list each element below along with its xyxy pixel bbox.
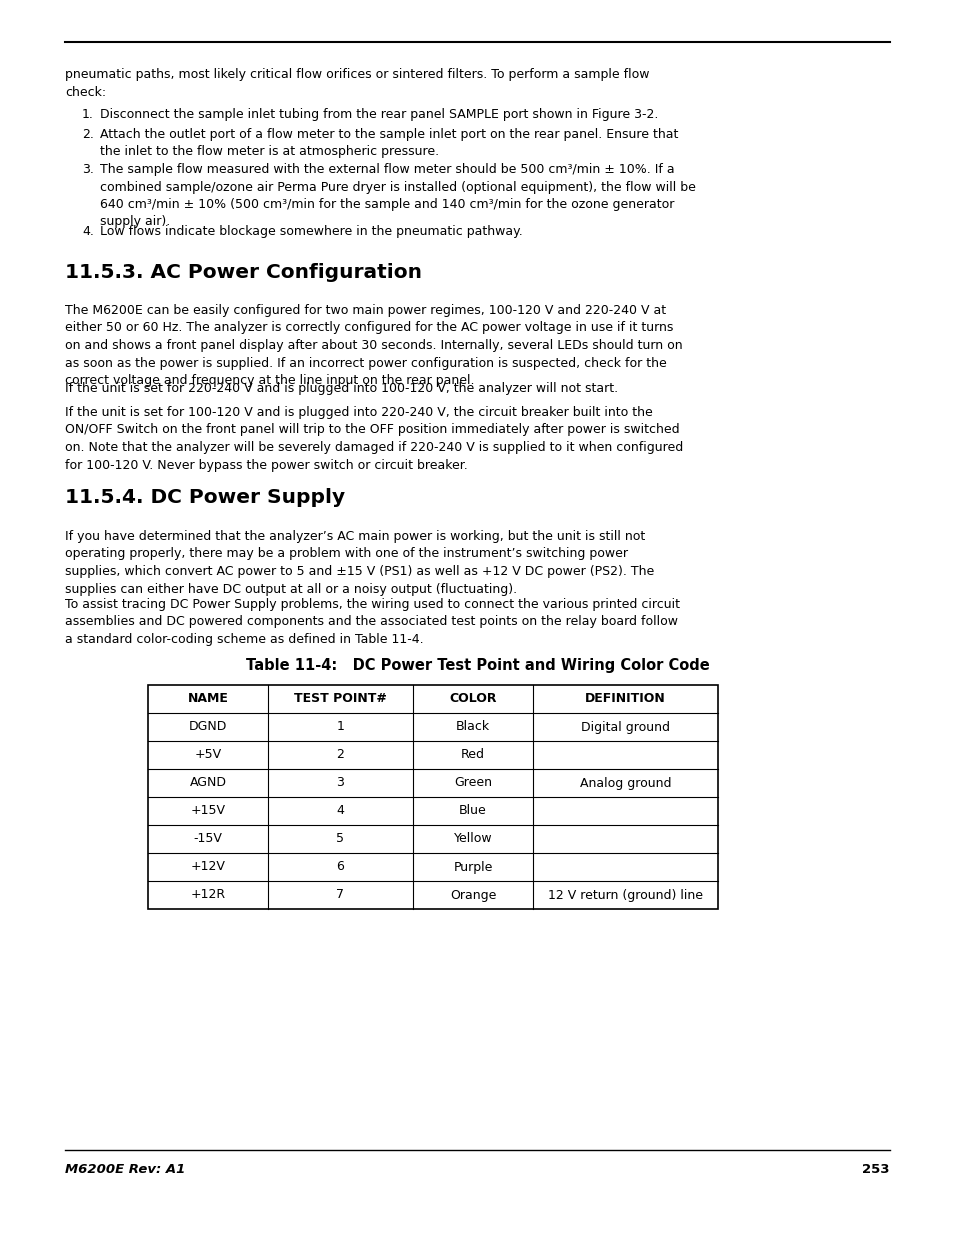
Text: TEST POINT#: TEST POINT# xyxy=(294,693,387,705)
Text: 11.5.4. DC Power Supply: 11.5.4. DC Power Supply xyxy=(65,488,345,508)
Text: The sample flow measured with the external flow meter should be 500 cm³/min ± 10: The sample flow measured with the extern… xyxy=(100,163,695,228)
Text: 4: 4 xyxy=(336,804,344,818)
Text: If you have determined that the analyzer’s AC main power is working, but the uni: If you have determined that the analyzer… xyxy=(65,530,654,595)
Text: 253: 253 xyxy=(862,1163,889,1176)
Text: 11.5.3. AC Power Configuration: 11.5.3. AC Power Configuration xyxy=(65,263,421,282)
Text: Purple: Purple xyxy=(453,861,492,873)
Text: M6200E Rev: A1: M6200E Rev: A1 xyxy=(65,1163,185,1176)
Text: 4.: 4. xyxy=(82,225,93,238)
Text: 1.: 1. xyxy=(82,107,93,121)
Text: Analog ground: Analog ground xyxy=(579,777,671,789)
Text: Low flows indicate blockage somewhere in the pneumatic pathway.: Low flows indicate blockage somewhere in… xyxy=(100,225,522,238)
Text: If the unit is set for 100-120 V and is plugged into 220-240 V, the circuit brea: If the unit is set for 100-120 V and is … xyxy=(65,406,682,472)
Text: 12 V return (ground) line: 12 V return (ground) line xyxy=(547,888,702,902)
Text: 5: 5 xyxy=(336,832,344,846)
Text: 3.: 3. xyxy=(82,163,93,177)
Text: 6: 6 xyxy=(336,861,344,873)
Text: +12R: +12R xyxy=(191,888,225,902)
Text: DEFINITION: DEFINITION xyxy=(584,693,665,705)
Text: Blue: Blue xyxy=(458,804,486,818)
Text: Digital ground: Digital ground xyxy=(580,720,669,734)
Text: Yellow: Yellow xyxy=(454,832,492,846)
Text: Red: Red xyxy=(460,748,484,762)
Text: Green: Green xyxy=(454,777,492,789)
Text: +12V: +12V xyxy=(191,861,225,873)
Text: The M6200E can be easily configured for two main power regimes, 100-120 V and 22: The M6200E can be easily configured for … xyxy=(65,304,682,387)
Text: Attach the outlet port of a flow meter to the sample inlet port on the rear pane: Attach the outlet port of a flow meter t… xyxy=(100,128,678,158)
Text: Black: Black xyxy=(456,720,490,734)
Text: COLOR: COLOR xyxy=(449,693,497,705)
Text: If the unit is set for 220-240 V and is plugged into 100-120 V, the analyzer wil: If the unit is set for 220-240 V and is … xyxy=(65,382,618,395)
Text: Table 11-4:   DC Power Test Point and Wiring Color Code: Table 11-4: DC Power Test Point and Wiri… xyxy=(245,658,709,673)
Text: 2.: 2. xyxy=(82,128,93,141)
Bar xyxy=(148,685,718,909)
Text: +5V: +5V xyxy=(194,748,221,762)
Text: pneumatic paths, most likely critical flow orifices or sintered filters. To perf: pneumatic paths, most likely critical fl… xyxy=(65,68,649,99)
Text: Disconnect the sample inlet tubing from the rear panel SAMPLE port shown in Figu: Disconnect the sample inlet tubing from … xyxy=(100,107,658,121)
Text: NAME: NAME xyxy=(188,693,228,705)
Text: 7: 7 xyxy=(336,888,344,902)
Text: DGND: DGND xyxy=(189,720,227,734)
Text: Orange: Orange xyxy=(450,888,496,902)
Text: 3: 3 xyxy=(336,777,344,789)
Text: 2: 2 xyxy=(336,748,344,762)
Text: +15V: +15V xyxy=(191,804,225,818)
Text: To assist tracing DC Power Supply problems, the wiring used to connect the vario: To assist tracing DC Power Supply proble… xyxy=(65,598,679,646)
Text: 1: 1 xyxy=(336,720,344,734)
Text: -15V: -15V xyxy=(193,832,222,846)
Text: AGND: AGND xyxy=(190,777,226,789)
